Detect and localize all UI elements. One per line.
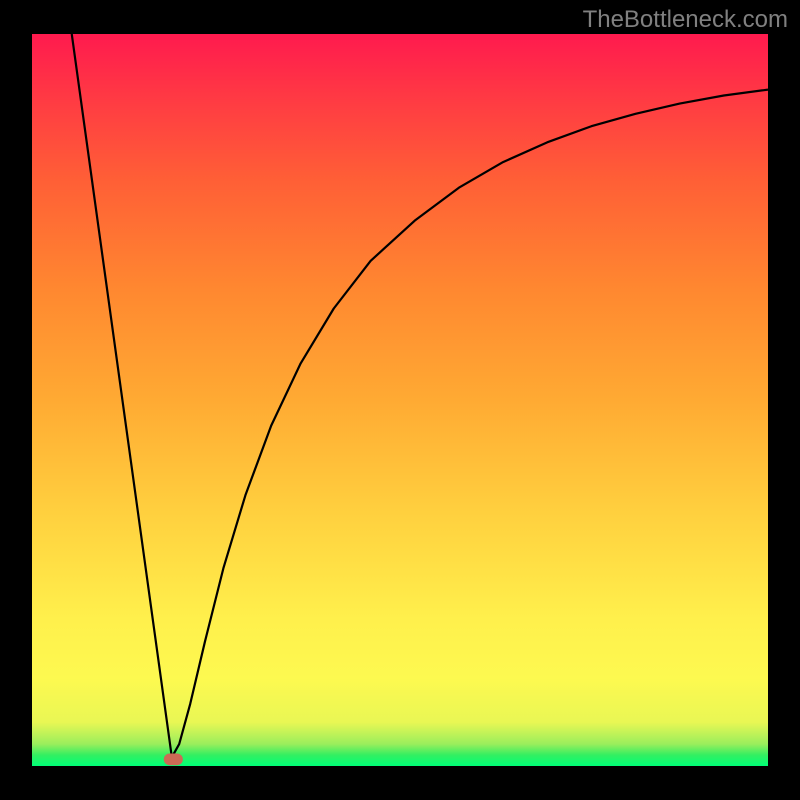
plot-svg (32, 34, 768, 766)
plot-area (32, 34, 768, 766)
optimum-marker (164, 754, 183, 766)
attribution-watermark: TheBottleneck.com (583, 6, 788, 34)
gradient-background (32, 34, 768, 766)
figure-root: TheBottleneck.com (0, 0, 800, 800)
